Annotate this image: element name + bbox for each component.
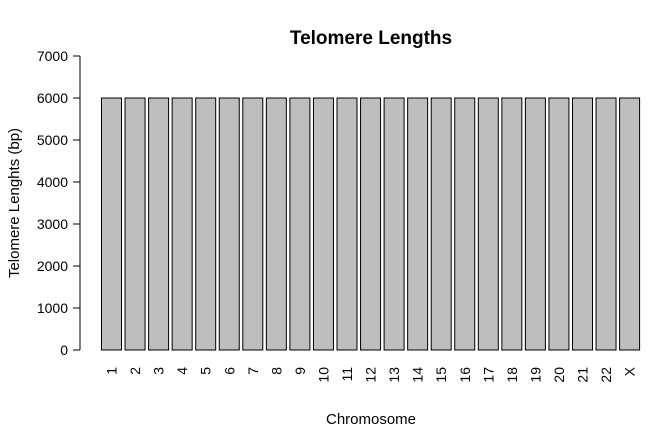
bar-chromosome-13 [383, 97, 405, 351]
bar-chromosome-4 [171, 97, 193, 351]
x-tick-label: X [622, 366, 638, 376]
y-tick-label: 4000 [37, 174, 68, 190]
x-tick-label: 5 [198, 367, 214, 375]
x-tick-label: 2 [127, 367, 143, 375]
x-tick-label: 1 [104, 367, 120, 375]
x-axis-label: Chromosome [326, 411, 416, 428]
x-tick-label: 14 [410, 367, 426, 383]
y-tick-label: 3000 [37, 216, 68, 232]
bar-chromosome-3 [148, 97, 170, 351]
x-tick-label: 7 [245, 367, 261, 375]
y-tick-label: 1000 [37, 300, 68, 316]
x-tick-label: 9 [292, 367, 308, 375]
bar-chromosome-11 [336, 97, 358, 351]
y-tick-label: 2000 [37, 258, 68, 274]
bar-chromosome-X [619, 97, 641, 351]
x-tick-label: 22 [598, 367, 614, 383]
bar-chromosome-7 [242, 97, 264, 351]
x-tick-label: 8 [268, 367, 284, 375]
y-tick-label: 5000 [37, 132, 68, 148]
x-tick-label: 10 [315, 367, 331, 383]
x-tick-label: 4 [174, 367, 190, 375]
x-tick-label: 16 [457, 367, 473, 383]
y-axis-label: Telomere Lenghts (bp) [6, 128, 23, 278]
x-tick-label: 18 [504, 367, 520, 383]
x-tick-label: 17 [480, 367, 496, 383]
y-tick-label: 6000 [37, 90, 68, 106]
x-tick-label: 12 [363, 367, 379, 383]
bars [101, 97, 641, 351]
y-tick-label: 7000 [37, 48, 68, 64]
bar-chromosome-16 [454, 97, 476, 351]
x-tick-label: 13 [386, 367, 402, 383]
x-tick-label: 11 [339, 367, 355, 382]
chart-title: Telomere Lengths [290, 28, 452, 49]
x-tick-labels: 1 2 3 4 5 6 7 8 9 10 11 12 13 14 15 16 17 18 19 20 21 22 X [104, 366, 638, 382]
x-tick-label: 6 [221, 367, 237, 375]
bar-chromosome-22 [595, 97, 617, 351]
bar-chromosome-12 [360, 97, 382, 351]
bar-chromosome-5 [195, 97, 217, 351]
bar-chromosome-8 [265, 97, 287, 351]
bar-chromosome-14 [407, 97, 429, 351]
bar-chromosome-6 [218, 97, 240, 351]
x-tick-label: 19 [527, 367, 543, 383]
bar-chromosome-18 [501, 97, 523, 351]
x-tick-label: 15 [433, 367, 449, 383]
x-tick-label: 3 [151, 367, 167, 375]
bar-chromosome-2 [124, 97, 146, 351]
bar-chromosome-21 [572, 97, 593, 351]
bar-chromosome-19 [524, 97, 546, 351]
x-tick-label: 21 [575, 367, 591, 383]
y-axis: 0 1000 2000 3000 4000 5000 6000 7000 [37, 48, 81, 358]
bar-chromosome-10 [312, 97, 334, 351]
bar-chromosome-17 [477, 97, 499, 351]
x-tick-label: 20 [551, 367, 567, 383]
bar-chromosome-20 [548, 97, 570, 351]
bar-chromosome-1 [101, 97, 122, 351]
bar-chromosome-15 [430, 97, 452, 351]
y-tick-label: 0 [60, 342, 68, 358]
bar-chromosome-9 [289, 97, 311, 351]
